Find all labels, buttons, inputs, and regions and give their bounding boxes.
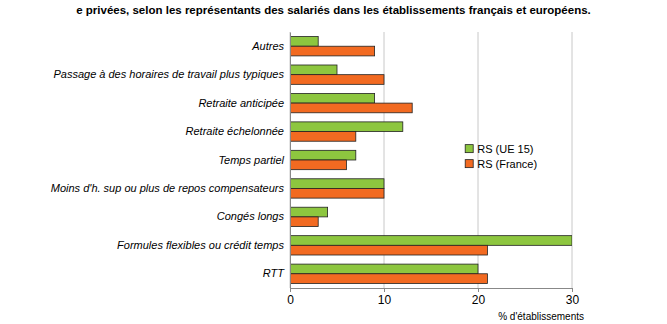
- plot: 0 10 20 30 Autres Passage à des horaires de t…: [51, 32, 580, 307]
- bar: [290, 65, 337, 75]
- bar: [290, 245, 487, 255]
- grid: [290, 32, 572, 288]
- tick-mark: [290, 288, 291, 292]
- bar: [290, 46, 375, 56]
- category-label: Temps partiel: [218, 154, 284, 166]
- tick: Congés longs: [217, 210, 290, 222]
- legend: RS (UE 15) RS (France): [465, 143, 537, 170]
- tick-label: 10: [378, 293, 392, 307]
- tick: Retraite échelonnée: [186, 125, 290, 137]
- bar: [290, 217, 318, 227]
- tick: Retraite anticipée: [198, 97, 290, 109]
- category-label: Congés longs: [217, 210, 285, 222]
- tick: 20: [472, 288, 486, 307]
- bar: [290, 75, 384, 85]
- tick: 10: [378, 288, 392, 307]
- x-axis-title: % d'établissements: [498, 311, 584, 322]
- chart: e privées, selon les représentants des s…: [0, 0, 667, 324]
- grid-line: [290, 32, 291, 288]
- tick: Temps partiel: [218, 154, 290, 166]
- tick: Formules flexibles ou crédit temps: [117, 239, 290, 251]
- y-axis: Autres Passage à des horaires de travail …: [51, 33, 291, 289]
- bar: [290, 160, 346, 170]
- tick: Moins d'h. sup ou plus de repos compensa…: [51, 182, 290, 194]
- category-label: RTT: [263, 267, 285, 279]
- tick: 0: [287, 288, 294, 307]
- legend-label: RS (France): [477, 158, 537, 170]
- bars: [290, 37, 572, 284]
- bar: [290, 37, 318, 47]
- bar: [290, 264, 478, 274]
- category-label: Formules flexibles ou crédit temps: [117, 239, 284, 251]
- title: e privées, selon les représentants des s…: [76, 4, 591, 16]
- legend-swatch: [465, 145, 473, 153]
- tick-mark: [572, 288, 573, 292]
- bar: [290, 103, 412, 113]
- legend-label: RS (UE 15): [477, 143, 533, 155]
- grid-line: [572, 32, 573, 288]
- axis-line: [290, 33, 291, 289]
- tick: 30: [566, 288, 580, 307]
- tick-label: 20: [472, 293, 486, 307]
- bar: [290, 93, 375, 103]
- tick: RTT: [263, 267, 290, 279]
- legend-item: RS (UE 15): [465, 143, 533, 155]
- tick-label: 0: [287, 293, 294, 307]
- category-label: Retraite anticipée: [198, 97, 284, 109]
- legend-swatch: [465, 160, 473, 168]
- axis-line: [291, 289, 573, 293]
- bar: [290, 179, 384, 189]
- tick-mark: [478, 288, 479, 292]
- bar: [290, 236, 572, 246]
- bar: [290, 207, 328, 217]
- category-label: Retraite échelonnée: [186, 125, 284, 137]
- category-label: Autres: [251, 40, 284, 52]
- bar: [290, 274, 487, 284]
- bar: [290, 150, 356, 160]
- tick: Passage à des horaires de travail plus t…: [53, 68, 290, 80]
- category-label: Moins d'h. sup ou plus de repos compensa…: [51, 182, 285, 194]
- x-axis: 0 10 20 30: [287, 288, 579, 307]
- legend-item: RS (France): [465, 158, 537, 170]
- tick-mark: [384, 288, 385, 292]
- bar: [290, 122, 403, 132]
- tick-label: 30: [566, 293, 580, 307]
- category-label: Passage à des horaires de travail plus t…: [53, 68, 284, 80]
- tick: Autres: [251, 40, 290, 52]
- bar: [290, 188, 384, 198]
- bar: [290, 132, 356, 142]
